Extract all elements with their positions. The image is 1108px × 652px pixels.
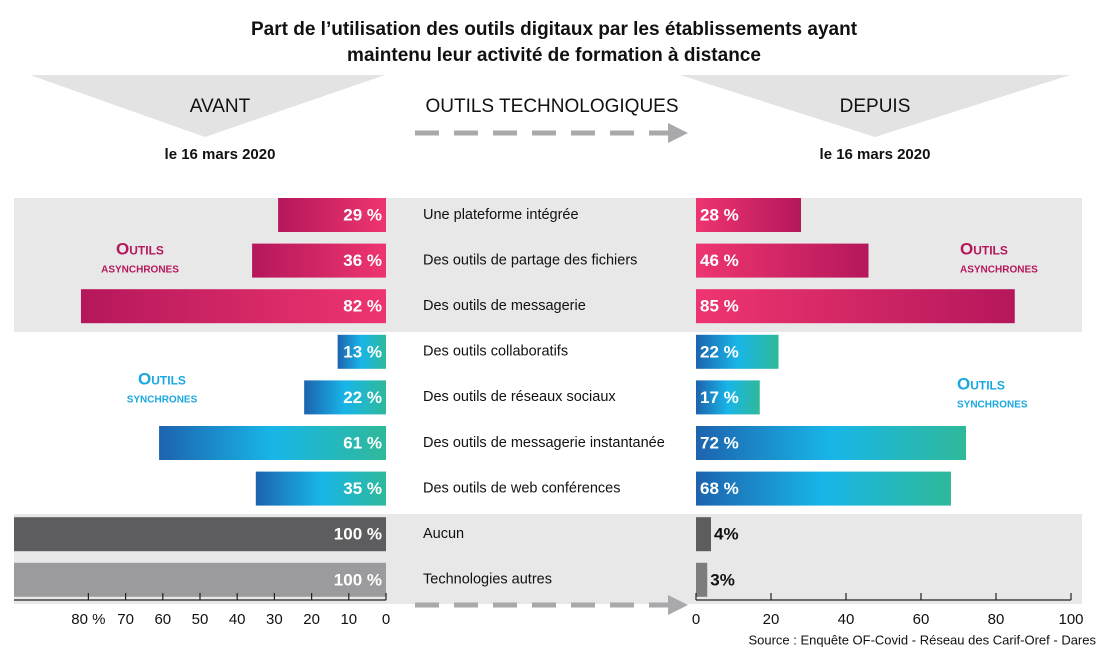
bar bbox=[696, 198, 801, 232]
source: Source : Enquête OF-Covid - Réseau des C… bbox=[748, 632, 1096, 647]
x-tick-label: 100 bbox=[1058, 611, 1083, 628]
bar bbox=[696, 517, 711, 552]
group-label: asynchrones bbox=[101, 260, 179, 276]
bar bbox=[696, 289, 1015, 324]
value-label: 68 % bbox=[700, 479, 739, 498]
series-header: AVANT bbox=[190, 96, 251, 117]
bar bbox=[14, 562, 386, 597]
value-label: 85 % bbox=[700, 297, 739, 316]
value-label: 36 % bbox=[343, 251, 382, 270]
group-label: synchrones bbox=[957, 395, 1028, 411]
bar bbox=[696, 243, 869, 278]
category-label: Des outils de messagerie bbox=[423, 298, 586, 314]
group-label: Outils bbox=[960, 239, 1008, 258]
group-label: Outils bbox=[116, 239, 164, 258]
category-label: Une plateforme intégrée bbox=[423, 207, 579, 223]
value-label: 100 % bbox=[334, 570, 382, 589]
value-label: 72 % bbox=[700, 433, 739, 452]
header-chevron bbox=[680, 75, 1070, 137]
group-label: Outils bbox=[957, 374, 1005, 393]
series-subtitle: le 16 mars 2020 bbox=[820, 146, 931, 163]
x-tick-label: 10 bbox=[340, 611, 357, 628]
x-tick-label: 0 bbox=[692, 611, 700, 628]
category-label: Des outils de web conférences bbox=[423, 480, 620, 496]
value-label: 35 % bbox=[343, 479, 382, 498]
bar bbox=[696, 426, 966, 460]
bar bbox=[14, 517, 386, 552]
group-label: asynchrones bbox=[960, 260, 1038, 276]
category-label: Des outils de partage des fichiers bbox=[423, 252, 637, 268]
series-header: DEPUIS bbox=[840, 96, 911, 117]
bar bbox=[696, 471, 951, 506]
x-tick-label: 30 bbox=[266, 611, 283, 628]
x-tick-label: 40 bbox=[838, 611, 855, 628]
value-label: 46 % bbox=[700, 251, 739, 270]
arrow-head bbox=[668, 123, 688, 143]
bar bbox=[696, 562, 708, 597]
x-tick-label: 50 bbox=[192, 611, 209, 628]
value-label: 13 % bbox=[343, 342, 382, 361]
category-label: Des outils collaboratifs bbox=[423, 344, 568, 360]
group-label: synchrones bbox=[127, 390, 198, 406]
value-label: 61 % bbox=[343, 433, 382, 452]
value-label: 28 % bbox=[700, 205, 739, 224]
x-tick-label: 80 bbox=[988, 611, 1005, 628]
category-label: Aucun bbox=[423, 526, 464, 542]
x-tick-label: 20 bbox=[763, 611, 780, 628]
value-label: 3% bbox=[710, 570, 735, 589]
category-label: Des outils de réseaux sociaux bbox=[423, 389, 616, 405]
chart-title: maintenu leur activité de formation à di… bbox=[347, 45, 761, 66]
value-label: 29 % bbox=[343, 205, 382, 224]
bar bbox=[696, 380, 760, 415]
x-tick-label: 0 bbox=[382, 611, 390, 628]
value-label: 22 % bbox=[343, 388, 382, 407]
bar bbox=[252, 243, 386, 278]
center-header: OUTILS TECHNOLOGIQUES bbox=[425, 96, 678, 117]
value-label: 22 % bbox=[700, 342, 739, 361]
value-label: 17 % bbox=[700, 388, 739, 407]
bar bbox=[159, 426, 386, 460]
group-label: Outils bbox=[138, 369, 186, 388]
chart-title: Part de l’utilisation des outils digitau… bbox=[251, 19, 858, 40]
x-tick-label: 40 bbox=[229, 611, 246, 628]
value-label: 82 % bbox=[343, 297, 382, 316]
x-tick-label: 60 bbox=[154, 611, 171, 628]
value-label: 4% bbox=[714, 525, 739, 544]
bar bbox=[304, 380, 386, 415]
x-tick-label: 70 bbox=[117, 611, 134, 628]
bar bbox=[255, 471, 386, 506]
header-chevron bbox=[30, 75, 385, 137]
bar bbox=[696, 334, 779, 369]
bar bbox=[80, 289, 387, 324]
x-tick-label: 60 bbox=[913, 611, 930, 628]
x-tick-label: 20 bbox=[303, 611, 320, 628]
x-tick-label: 80 % bbox=[71, 611, 105, 628]
arrow-head bbox=[668, 595, 688, 615]
bar bbox=[337, 334, 386, 369]
series-subtitle: le 16 mars 2020 bbox=[165, 146, 276, 163]
category-label: Des outils de messagerie instantanée bbox=[423, 435, 665, 451]
bar bbox=[278, 198, 386, 232]
category-label: Technologies autres bbox=[423, 572, 552, 588]
value-label: 100 % bbox=[334, 525, 382, 544]
